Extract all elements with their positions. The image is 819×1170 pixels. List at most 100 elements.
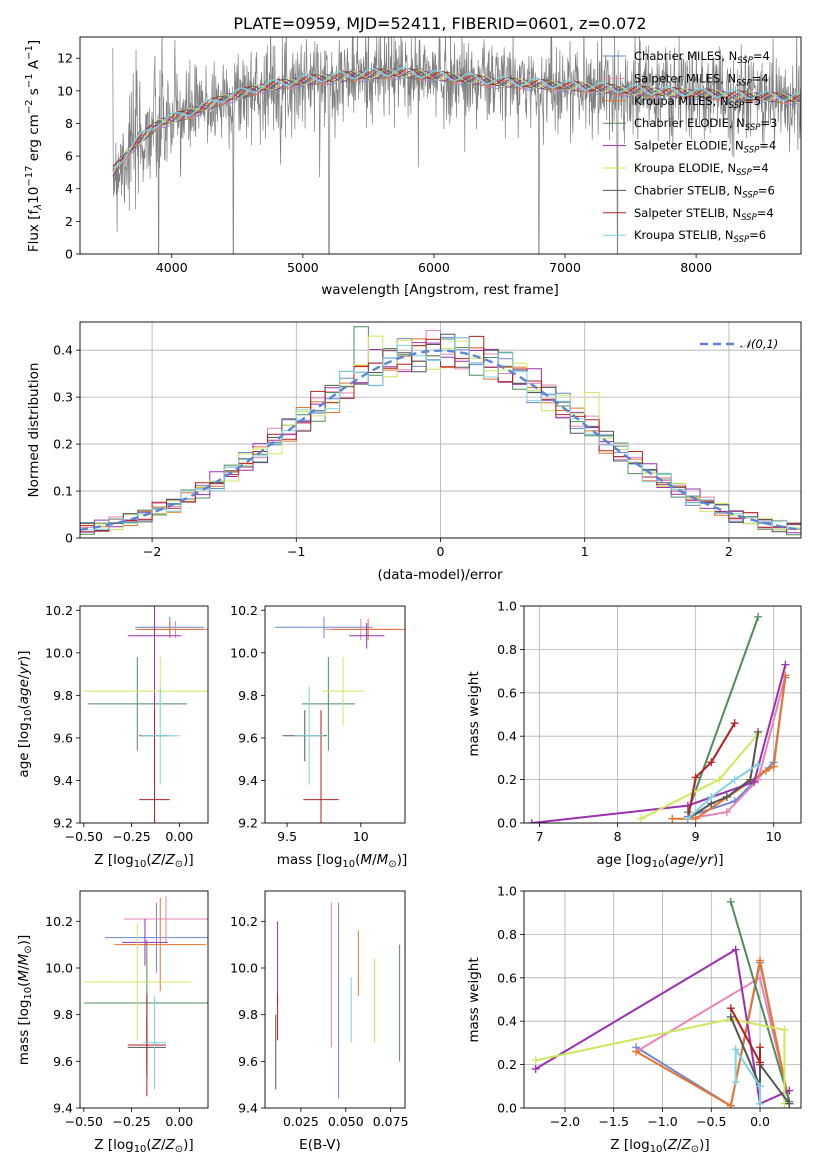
data-layer: [112, 37, 801, 254]
errorbar-point: [123, 895, 208, 943]
axes-frame: [79, 36, 802, 255]
mass-vs-Z-ylabel: mass [log10(M/M⊙)]: [16, 935, 34, 1065]
weight-marker: [730, 719, 739, 728]
x-tick-label: −0.25: [112, 1114, 150, 1129]
axes-frame: [79, 321, 802, 539]
weight-marker: [726, 1101, 735, 1108]
legend-entry: Chabrier MILES, NSSP=4: [634, 49, 770, 66]
weight-marker: [531, 1064, 540, 1073]
ticks: 4000 5000 6000 7000 8000 0 2 4 6 8 10 12: [57, 51, 712, 275]
x-tick-label: −0.5: [696, 1114, 726, 1129]
y-tick-label: 0.3: [53, 390, 73, 405]
weight-line: [535, 947, 790, 1106]
legend-entry: Kroupa MILES, NSSP=5: [634, 94, 761, 111]
spectrum-legend: Chabrier MILES, NSSP=4 Salpeter MILES, NS…: [603, 49, 777, 245]
y-tick-label: 10: [57, 83, 73, 98]
mass-weight-vs-Z-xlabel: Z [log10(Z/Z⊙)]: [610, 1137, 709, 1155]
weight-line: [686, 722, 736, 819]
x-tick-label: −0.25: [112, 829, 150, 844]
y-tick-label: 9.6: [53, 1054, 73, 1069]
weight-marker: [726, 897, 735, 906]
model-line: [112, 70, 801, 171]
weight-marker: [754, 727, 763, 736]
y-tick-label: 1.0: [497, 599, 517, 614]
errorbar-point: [349, 623, 385, 649]
y-tick-label: 0.2: [497, 1057, 517, 1072]
weight-marker: [780, 1025, 789, 1034]
y-tick-label: 9.8: [238, 1007, 258, 1022]
axes-frame: [79, 890, 209, 1109]
age-vs-Z-ylabel: age [log10(age/yr)]: [16, 650, 34, 777]
weight-marker: [691, 773, 700, 782]
errorbar-point: [127, 606, 182, 738]
errorbar-point: [135, 620, 205, 638]
y-tick-label: 0.8: [497, 927, 517, 942]
y-tick-label: 0.4: [497, 729, 517, 744]
y-tick-label: 0.4: [497, 1014, 517, 1029]
axes-frame: [264, 890, 406, 1109]
weight-marker: [756, 956, 765, 965]
y-tick-label: 10.2: [45, 603, 73, 618]
errorbar-point: [127, 993, 166, 1097]
mass-vs-Z-panel: −0.50 −0.25 0.00 9.4 9.6 9.8 10.0 10.2: [45, 890, 209, 1129]
weight-marker: [731, 1045, 740, 1054]
y-tick-label: 9.6: [53, 730, 73, 745]
weight-line: [729, 1016, 791, 1105]
y-tick-label: 8: [65, 116, 73, 131]
weight-marker: [754, 760, 763, 769]
errorbar-point: [87, 657, 187, 751]
x-tick-label: 7000: [549, 260, 581, 275]
y-tick-label: 9.4: [238, 773, 258, 788]
mass-weight-vs-age-panel: 7 8 9 10 0.0 0.2 0.4 0.6 0.8 1.0: [497, 599, 802, 844]
weight-marker: [527, 819, 536, 823]
weight-marker: [756, 1082, 765, 1091]
x-tick-label: 8000: [680, 260, 712, 275]
weight-marker: [531, 1056, 540, 1065]
data-layer: [531, 897, 794, 1108]
errorbar-point: [331, 618, 405, 641]
ticks: −2 −1 0 1 2 0 0.1 0.2 0.3 0.4: [53, 343, 733, 559]
errorbar-point: [275, 616, 373, 638]
legend-entry: Salpeter STELIB, NSSP=4: [634, 206, 774, 223]
weight-marker: [785, 1099, 794, 1108]
weight-line: [729, 901, 791, 1102]
age-vs-Z-panel: −0.50 −0.25 0.00 9.2 9.4 9.6 9.8 10.0 10.2: [45, 603, 209, 844]
weight-marker: [715, 775, 724, 784]
plot-area: [524, 605, 801, 824]
x-tick-label: −2: [143, 544, 161, 559]
mass-weight-vs-age-ylabel: mass weight: [466, 671, 482, 756]
errorbar-point: [83, 923, 191, 1041]
weight-marker: [722, 808, 731, 817]
x-tick-label: −1: [287, 544, 305, 559]
legend-entry: 𝒩(0,1): [740, 337, 778, 351]
data-layer: [83, 606, 208, 823]
x-tick-label: 5000: [287, 260, 319, 275]
x-tick-label: 0.0: [750, 1114, 770, 1129]
y-tick-label: 0.2: [53, 437, 73, 452]
weight-line: [734, 1046, 761, 1104]
ticks: 9.5 10 9.2 9.4 9.6 9.8 10.0 10.2: [230, 603, 369, 844]
y-tick-label: 0.6: [497, 970, 517, 985]
y-tick-label: 0.0: [497, 1101, 517, 1116]
observed-spectrum: [112, 37, 801, 254]
y-tick-label: 9.4: [53, 773, 73, 788]
model-line: [112, 66, 801, 169]
age-vs-mass-panel: 9.5 10 9.2 9.4 9.6 9.8 10.0 10.2: [230, 603, 406, 844]
y-tick-label: 0.8: [497, 642, 517, 657]
y-tick-label: 10.2: [45, 914, 73, 929]
weight-line: [687, 675, 787, 820]
axes-frame: [264, 605, 406, 824]
x-tick-label: −2.0: [550, 1114, 580, 1129]
y-tick-label: 0: [65, 247, 73, 262]
y-tick-label: 10.2: [230, 914, 258, 929]
weight-marker: [781, 660, 790, 669]
y-tick-label: 9.4: [53, 1101, 73, 1116]
ticks: −0.50 −0.25 0.00 9.2 9.4 9.6 9.8 10.0 10.2: [45, 603, 193, 844]
mass-weight-vs-Z-panel: −2.0 −1.5 −1.0 −0.5 0.0 0.0 0.2 0.4 0.6 0.8 1.0: [497, 884, 802, 1129]
weight-marker: [722, 792, 731, 801]
errorbar-point: [104, 902, 208, 973]
y-tick-label: 0.4: [53, 343, 73, 358]
y-tick-label: 10.0: [230, 961, 258, 976]
residuals-xlabel: (data-model)/error: [377, 567, 503, 583]
weight-marker: [761, 766, 770, 775]
